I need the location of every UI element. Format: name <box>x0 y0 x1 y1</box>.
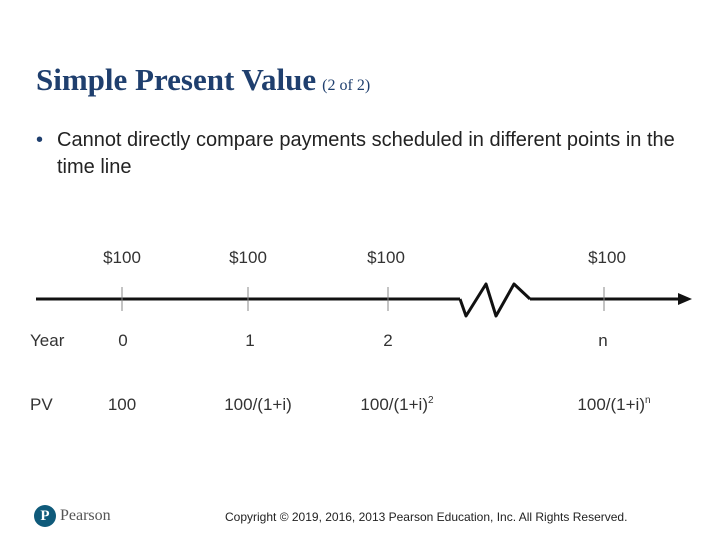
year-1: 1 <box>245 331 255 350</box>
pearson-logo-icon: P <box>34 505 56 527</box>
year-n: n <box>598 331 608 350</box>
pearson-logo: P Pearson <box>34 505 111 527</box>
bullet-text: Cannot directly compare payments schedul… <box>57 129 675 178</box>
year-row-label: Year <box>30 331 65 350</box>
slide-title-text: Simple Present Value <box>36 62 317 97</box>
timeline-axis <box>36 282 692 318</box>
pv-row-label: PV <box>30 395 53 414</box>
payment-label-1: $100 <box>229 248 267 267</box>
pv-n: 100/(1+i)n <box>577 395 651 414</box>
bullet-point: • Cannot directly compare payments sched… <box>36 127 686 181</box>
year-2: 2 <box>383 331 393 350</box>
bullet-marker: • <box>36 129 44 151</box>
slide-title: Simple Present Value (2 of 2) <box>36 62 370 98</box>
timeline-arrowhead <box>678 293 692 305</box>
pv-1: 100/(1+i) <box>224 395 292 414</box>
pv-0: 100 <box>107 395 137 414</box>
pv-2: 100/(1+i)2 <box>360 395 434 414</box>
copyright-notice: Copyright © 2019, 2016, 2013 Pearson Edu… <box>225 510 628 524</box>
payment-label-0: $100 <box>103 248 141 267</box>
slide-subtitle: (2 of 2) <box>322 77 371 94</box>
timeline-break-zigzag <box>458 282 532 318</box>
payment-label-n: $100 <box>588 248 626 267</box>
pearson-logo-text: Pearson <box>60 507 111 524</box>
payment-label-2: $100 <box>367 248 405 267</box>
year-0: 0 <box>118 331 128 350</box>
